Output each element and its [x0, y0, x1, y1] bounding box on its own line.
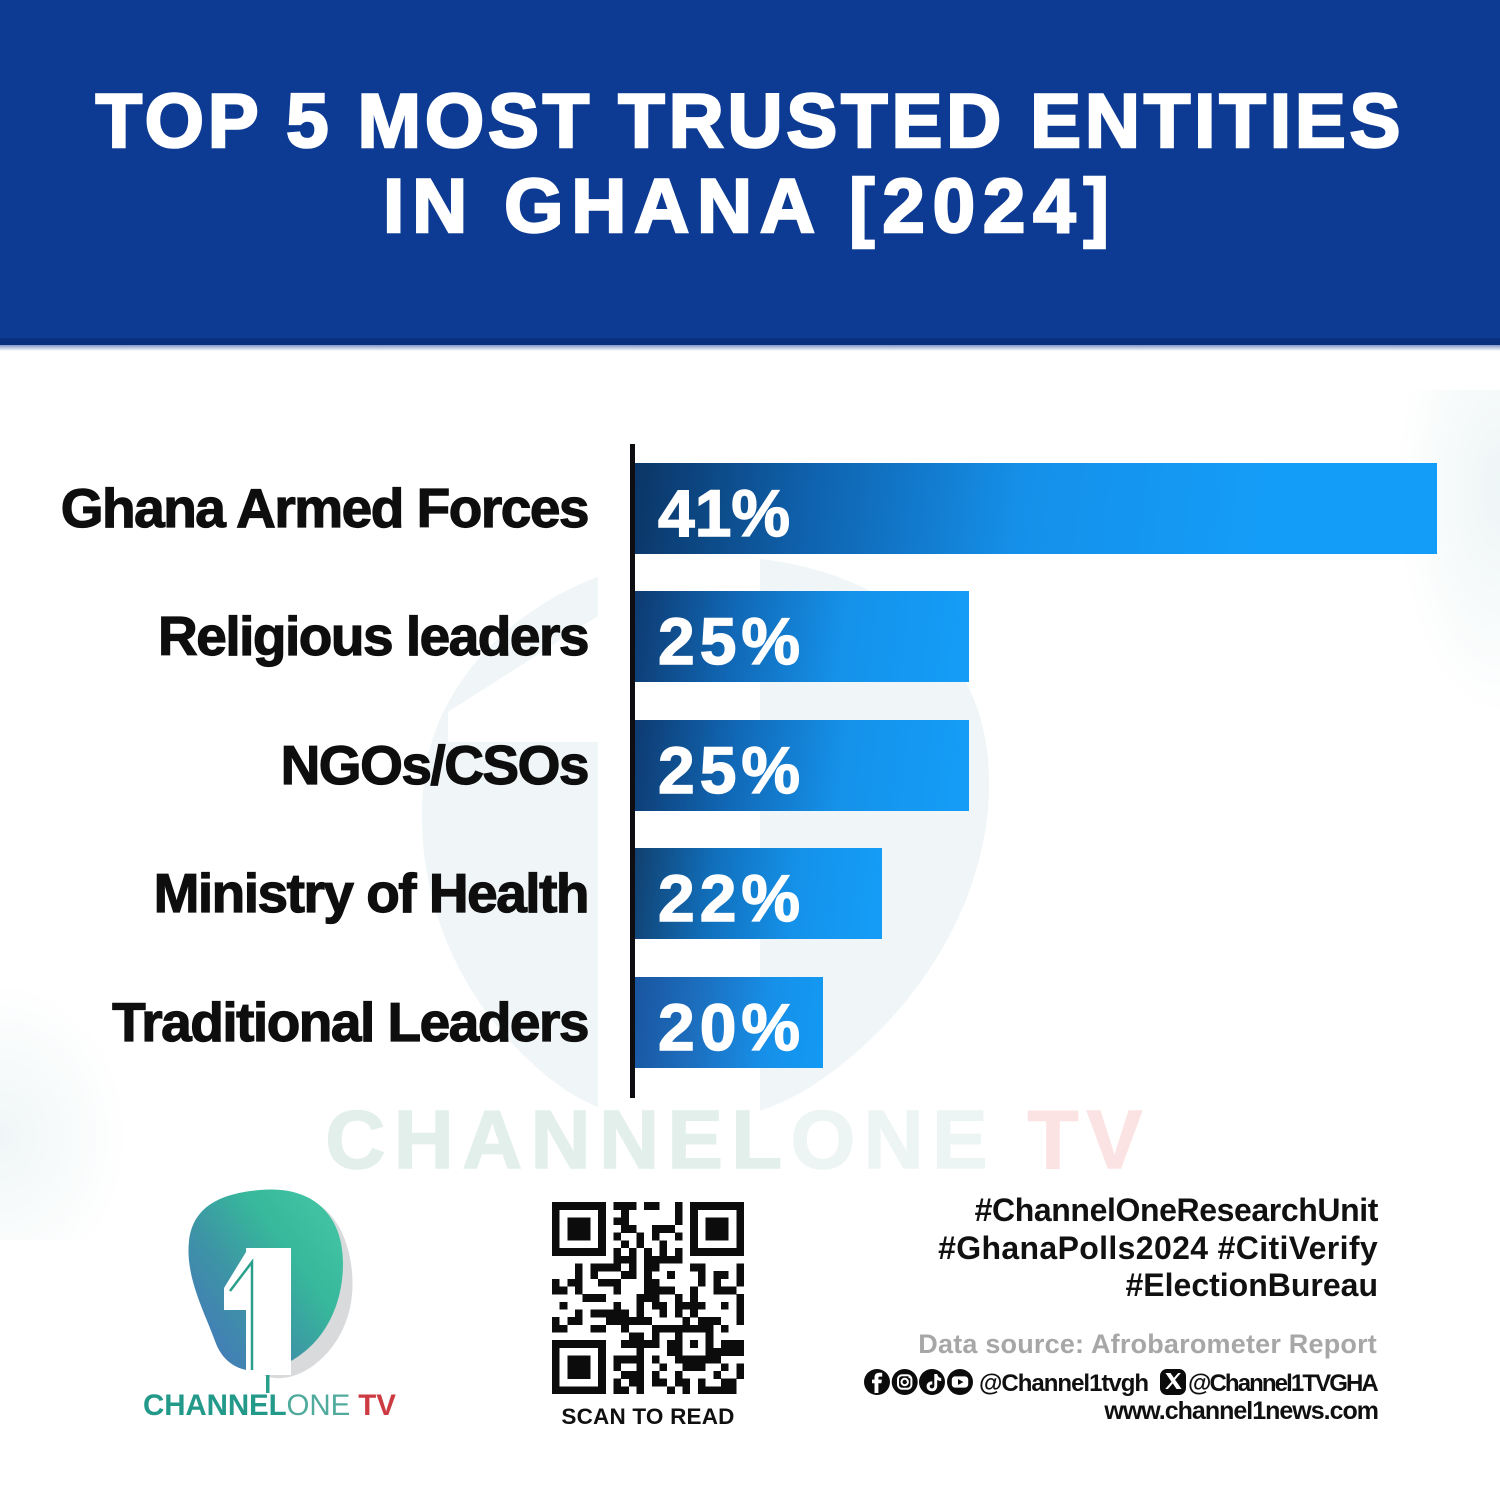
svg-text:@Channel1TVGHA: @Channel1TVGHA — [1188, 1370, 1378, 1397]
svg-text:@Channel1tvgh: @Channel1tvgh — [979, 1370, 1148, 1397]
